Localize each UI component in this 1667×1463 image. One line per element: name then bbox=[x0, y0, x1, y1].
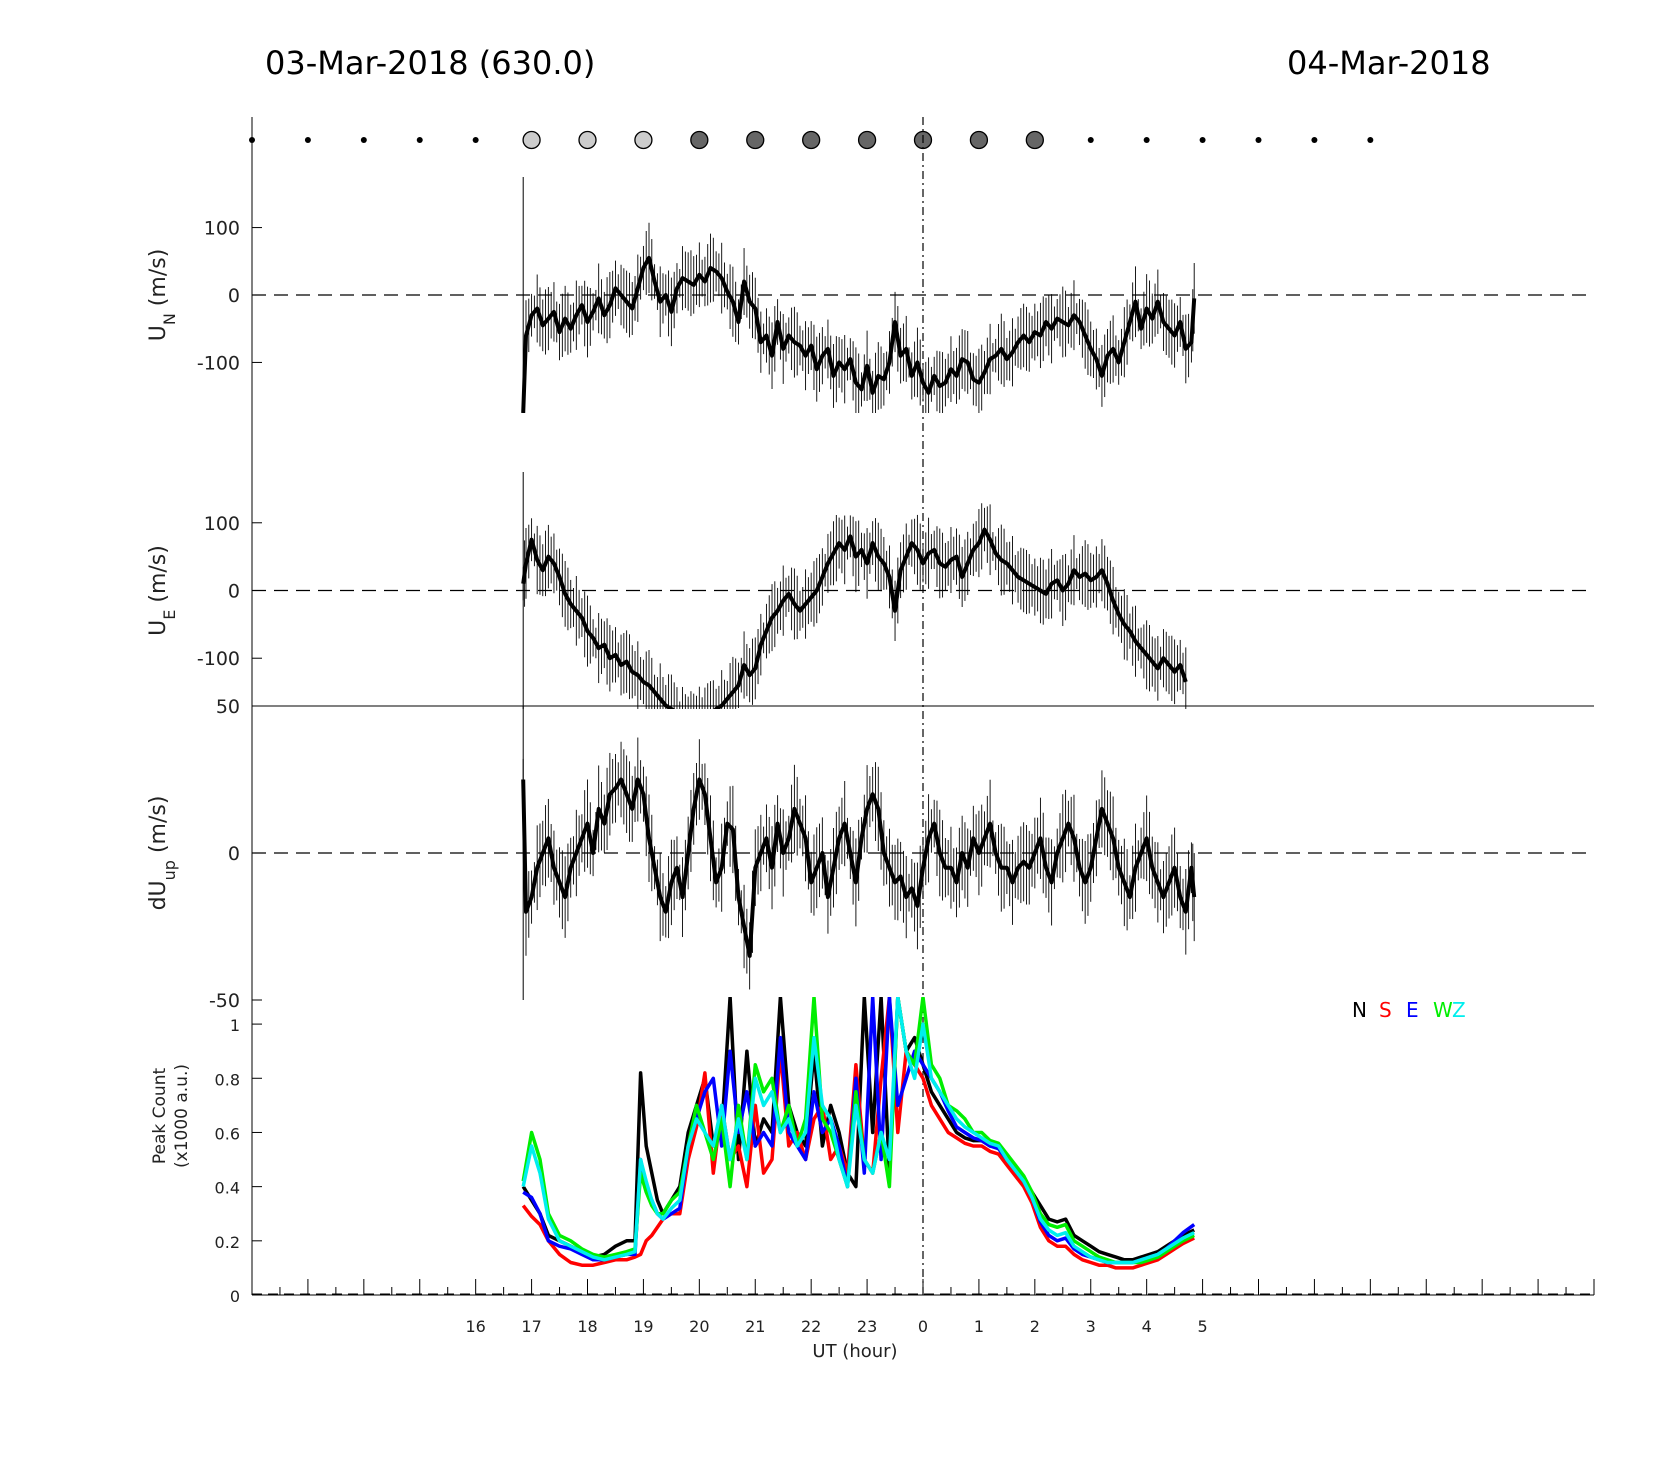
x-tick-label: 1 bbox=[974, 1317, 984, 1336]
legend-entry-N: N bbox=[1352, 998, 1367, 1022]
y-tick-label: 50 bbox=[216, 696, 240, 718]
end-date-title: 04-Mar-2018 bbox=[1287, 44, 1491, 82]
moon-marker-circle bbox=[802, 130, 821, 150]
y-axis-label: dUup (m/s) bbox=[146, 796, 179, 911]
y-label-main: U bbox=[146, 620, 171, 636]
x-tick-label: 21 bbox=[745, 1317, 765, 1336]
y-tick-label: 0 bbox=[228, 581, 240, 603]
y-tick-label: 100 bbox=[204, 513, 240, 535]
moon-marker-dot bbox=[1367, 137, 1374, 143]
y-axis-label-unit: (x1000 a.u.) bbox=[172, 1064, 192, 1168]
moon-marker-dot bbox=[416, 137, 423, 143]
x-tick-label: 17 bbox=[521, 1317, 541, 1336]
y-tick-label: 1 bbox=[230, 1016, 240, 1035]
legend-entry-E: E bbox=[1406, 998, 1419, 1022]
x-tick-label: 20 bbox=[689, 1317, 709, 1336]
x-tick-label: 18 bbox=[577, 1317, 597, 1336]
y-tick-label: -50 bbox=[209, 990, 240, 1012]
y-label-subscript: E bbox=[160, 610, 179, 620]
moon-marker-circle bbox=[1025, 130, 1044, 150]
moon-marker-dot bbox=[1255, 137, 1262, 143]
moon-marker-circle bbox=[578, 130, 597, 150]
x-tick-label: 4 bbox=[1142, 1317, 1152, 1336]
y-label-subscript: up bbox=[160, 860, 179, 880]
legend-entry-W: W bbox=[1433, 998, 1453, 1022]
panel-count bbox=[521, 997, 1196, 1270]
y-tick-label: 0.4 bbox=[215, 1179, 240, 1198]
count-series-Z bbox=[521, 997, 1195, 1265]
moon-marker-dot bbox=[360, 137, 367, 143]
x-tick-label: 5 bbox=[1197, 1317, 1207, 1336]
x-tick-label: 22 bbox=[801, 1317, 821, 1336]
x-tick-label: 3 bbox=[1086, 1317, 1096, 1336]
y-axis-label: Peak Count bbox=[150, 1068, 170, 1165]
y-tick-label: 0 bbox=[228, 285, 240, 307]
moon-marker-dot bbox=[304, 137, 311, 143]
y-tick-label: 0.2 bbox=[215, 1233, 240, 1252]
wind-series-line bbox=[521, 777, 1197, 958]
y-tick-label: 0.8 bbox=[215, 1070, 240, 1089]
y-label-main: dU bbox=[146, 880, 171, 910]
wind-series-line bbox=[521, 527, 1188, 709]
moon-marker-dot bbox=[1311, 137, 1318, 143]
count-series-N bbox=[521, 997, 1195, 1262]
y-tick-label: 0 bbox=[230, 1287, 240, 1306]
y-tick-label: -100 bbox=[197, 352, 240, 374]
y-tick-label: 0.6 bbox=[215, 1124, 240, 1143]
x-axis-label: UT (hour) bbox=[812, 1341, 897, 1362]
moon-marker-circle bbox=[857, 130, 877, 150]
moon-marker-circle bbox=[969, 130, 989, 150]
moon-marker-dot bbox=[1087, 137, 1094, 143]
y-label-unit: (m/s) bbox=[146, 796, 171, 860]
moon-marker-dot bbox=[249, 137, 255, 143]
x-tick-label: 0 bbox=[918, 1317, 928, 1336]
y-label-main: U bbox=[146, 325, 171, 341]
moon-marker-dot bbox=[472, 137, 479, 143]
moon-marker-circle bbox=[522, 130, 541, 150]
moon-marker-circle bbox=[690, 130, 709, 150]
y-axis-label: UE (m/s) bbox=[146, 545, 179, 636]
moon-marker-circle bbox=[746, 130, 765, 150]
legend-entry-S: S bbox=[1379, 998, 1392, 1022]
y-axis-label: UN (m/s) bbox=[146, 249, 179, 342]
y-label-subscript: N bbox=[160, 313, 179, 325]
panel-dup bbox=[521, 706, 1197, 1000]
start-date-title: 03-Mar-2018 (630.0) bbox=[265, 44, 596, 82]
panel-ue bbox=[521, 472, 1188, 709]
wind-series-line bbox=[521, 255, 1197, 413]
moon-marker-dot bbox=[1143, 137, 1150, 143]
y-label-unit: (m/s) bbox=[146, 249, 171, 313]
x-tick-label: 16 bbox=[465, 1317, 485, 1336]
y-tick-label: 0 bbox=[228, 843, 240, 865]
x-tick-label: 23 bbox=[857, 1317, 877, 1336]
y-tick-label: -100 bbox=[197, 648, 240, 670]
legend-entry-Z: Z bbox=[1452, 998, 1466, 1022]
panel-un bbox=[521, 177, 1197, 413]
x-tick-label: 19 bbox=[633, 1317, 653, 1336]
y-tick-label: 100 bbox=[204, 218, 240, 240]
x-tick-label: 2 bbox=[1030, 1317, 1040, 1336]
y-label-unit: (m/s) bbox=[146, 545, 171, 609]
moon-marker-dot bbox=[1199, 137, 1206, 143]
moon-marker-circle bbox=[634, 130, 653, 150]
